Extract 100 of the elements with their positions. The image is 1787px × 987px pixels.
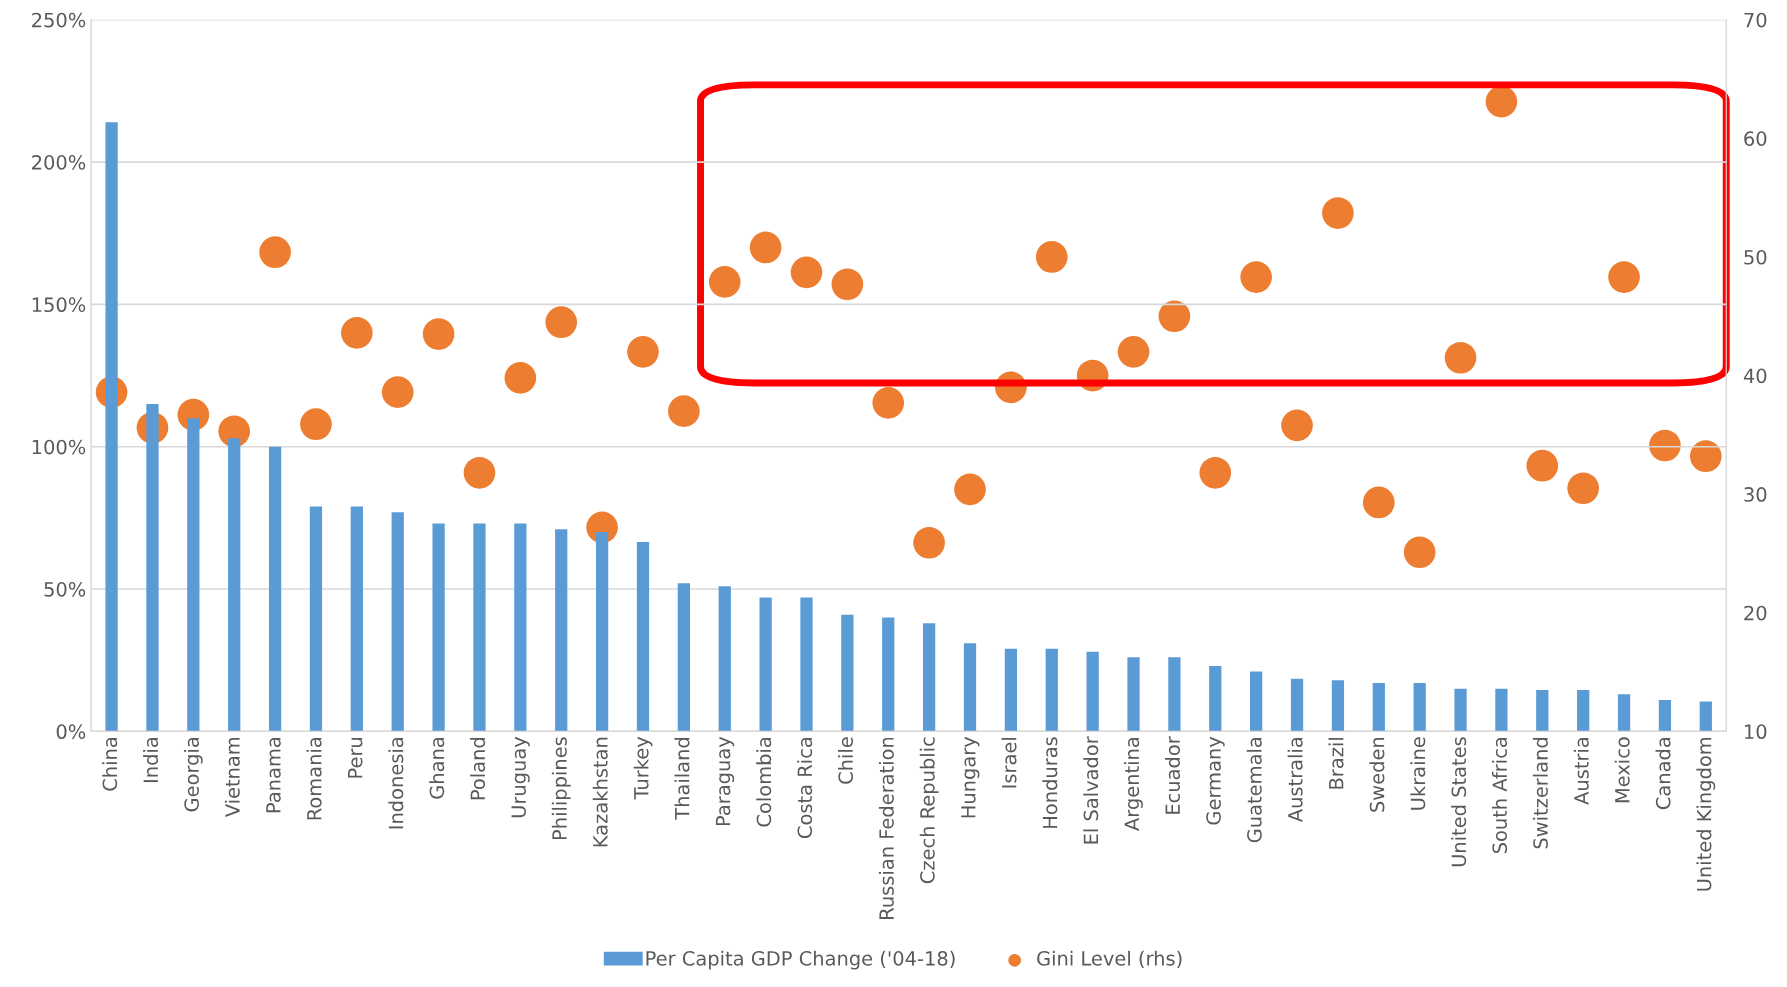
bar <box>1536 690 1549 732</box>
y2-tick-label: 70 <box>1744 12 1767 28</box>
x-tick-label: Switzerland <box>1532 737 1548 849</box>
point <box>872 387 905 419</box>
x-tick-label: Australia <box>1287 737 1303 823</box>
y-tick-label: 100% <box>32 439 86 455</box>
x-tick-label: Thailand <box>674 737 690 820</box>
bar <box>1290 678 1304 732</box>
bar <box>1209 665 1222 732</box>
legend-label: Per Capita GDP Change ('04-18) <box>646 950 955 970</box>
point <box>463 456 496 489</box>
x-tick-label: Paraguay <box>715 736 735 826</box>
x-tick-label: Sweden <box>1369 737 1385 812</box>
point <box>259 236 291 269</box>
x-tick-label: Indonesia <box>388 738 404 829</box>
x-tick-label: Czech Republic <box>919 737 939 884</box>
bar <box>841 614 854 732</box>
bar <box>1699 701 1712 732</box>
bar <box>1577 690 1590 732</box>
point <box>627 336 659 368</box>
point <box>1608 261 1640 293</box>
bar <box>309 506 323 732</box>
bar <box>228 438 241 732</box>
point <box>381 376 414 408</box>
y-tick-label: 250% <box>32 12 86 28</box>
bar <box>1495 688 1508 732</box>
y-tick-label: 150% <box>32 297 86 313</box>
bar <box>432 523 445 732</box>
x-tick-label: Vietnam <box>224 737 240 818</box>
x-tick-label: Georgia <box>183 738 203 812</box>
bar <box>759 597 772 732</box>
point <box>1240 261 1272 293</box>
bar <box>1168 657 1181 732</box>
bar <box>514 523 527 732</box>
point <box>504 362 537 394</box>
point <box>831 268 864 301</box>
x-tick-label: Romania <box>306 737 322 820</box>
point <box>1199 456 1232 489</box>
x-tick-label: Panama <box>266 737 281 813</box>
point <box>708 266 741 298</box>
bar <box>1413 682 1426 732</box>
bar <box>1004 648 1018 732</box>
bar <box>268 446 282 732</box>
point <box>422 318 455 350</box>
x-tick-label: South Africa <box>1492 737 1508 854</box>
y2-tick-label: 10 <box>1745 724 1767 740</box>
x-tick-label: Hungary <box>961 736 980 818</box>
point <box>954 473 986 506</box>
bar <box>1658 700 1672 732</box>
point <box>749 231 782 264</box>
point <box>790 256 823 289</box>
bar <box>1086 651 1099 732</box>
point <box>1526 449 1559 482</box>
point <box>1117 336 1150 368</box>
point <box>300 408 332 441</box>
point <box>1649 429 1681 462</box>
x-tick-label: Austria <box>1573 737 1589 805</box>
y2-tick-label: 40 <box>1743 368 1767 384</box>
bar <box>555 529 568 732</box>
point <box>1035 241 1068 273</box>
point <box>545 306 578 339</box>
x-tick-label: El Salvador <box>1083 736 1099 844</box>
point <box>1322 197 1354 229</box>
x-tick-label: Argentina <box>1124 737 1143 831</box>
point <box>1444 341 1477 374</box>
bar <box>595 532 609 732</box>
x-tick-label: Ghana <box>429 737 445 799</box>
x-tick-label: United States <box>1451 737 1467 867</box>
bar <box>1250 671 1263 732</box>
y2-tick-label: 60 <box>1744 131 1767 147</box>
y2-tick-label: 20 <box>1744 605 1767 621</box>
x-tick-label: Canada <box>1655 738 1671 810</box>
x-tick-label: Russian Federation <box>878 737 894 919</box>
bar <box>882 617 895 732</box>
x-tick-label: China <box>102 737 118 791</box>
bar <box>1454 688 1467 732</box>
bar <box>350 506 363 732</box>
bar <box>1127 657 1140 732</box>
point <box>1567 472 1599 505</box>
bar <box>1331 680 1345 732</box>
point <box>1485 85 1518 118</box>
bar <box>146 404 159 732</box>
y2-tick-label: 50 <box>1744 249 1767 265</box>
bar <box>473 523 486 732</box>
x-tick-label: Honduras <box>1042 737 1058 828</box>
point <box>341 317 373 349</box>
x-tick-label: Colombia <box>756 738 772 827</box>
x-tick-label: Ecuador <box>1164 736 1181 814</box>
y-tick-label: 200% <box>32 155 86 170</box>
x-tick-label: Guatemala <box>1246 737 1262 843</box>
y2-tick-label: 30 <box>1744 487 1767 502</box>
bar <box>187 418 200 732</box>
y-tick-label: 50% <box>44 582 86 597</box>
bar <box>636 542 650 732</box>
bar <box>105 122 118 732</box>
point <box>668 395 700 427</box>
point <box>1689 440 1722 473</box>
legend-label: Gini Level (rhs) <box>1037 950 1182 969</box>
bar <box>1045 648 1058 732</box>
bar <box>923 623 936 732</box>
